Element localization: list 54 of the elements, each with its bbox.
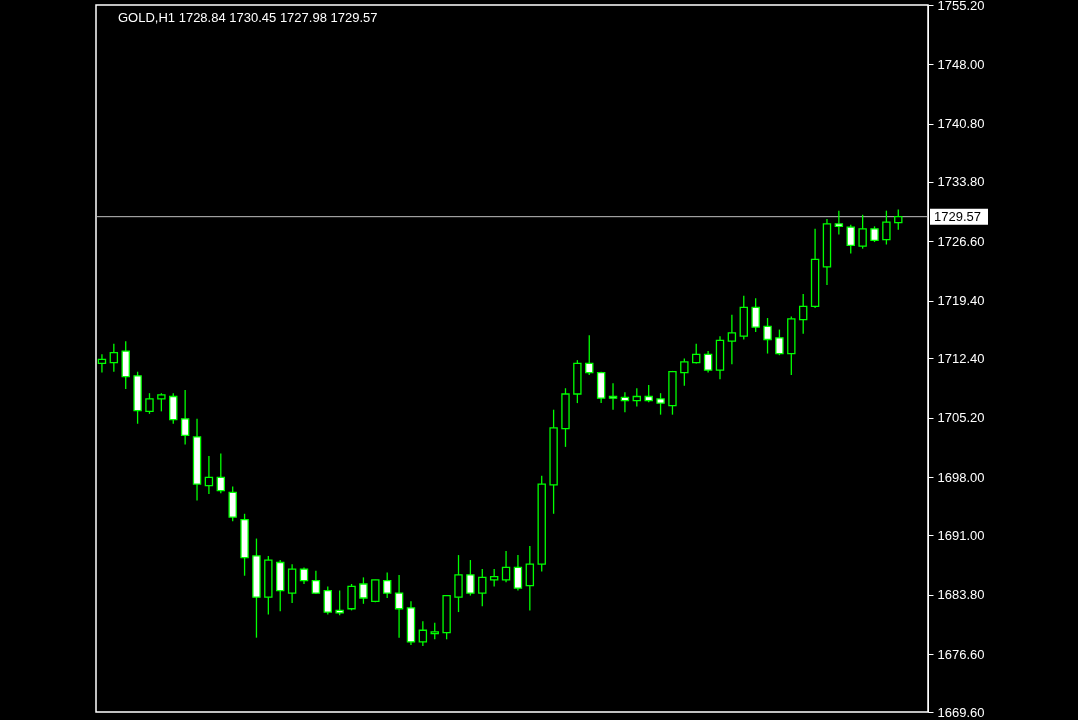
candlestick — [169, 392, 178, 425]
candlestick — [359, 576, 368, 605]
candlestick — [798, 293, 808, 335]
candlestick — [204, 455, 214, 495]
candlestick — [775, 328, 784, 356]
candlestick — [632, 387, 642, 408]
y-tick-label: 1676.60 — [937, 646, 985, 662]
candlestick — [157, 392, 166, 413]
candlestick — [703, 350, 713, 374]
candlestick — [109, 342, 119, 373]
y-tick-label: 1726.60 — [937, 233, 985, 249]
y-tick-label: 1719.40 — [937, 293, 985, 309]
candlestick — [97, 353, 107, 374]
candlestick — [216, 452, 226, 494]
candlestick — [347, 583, 356, 612]
candlestick — [846, 224, 855, 255]
candlestick — [466, 559, 475, 597]
candlestick — [513, 554, 523, 592]
candlestick — [501, 550, 511, 583]
candlestick — [656, 392, 665, 416]
candlestick — [608, 382, 618, 411]
y-tick-label: 1669.60 — [937, 704, 985, 720]
ref-line-label: 1729.57 — [934, 208, 981, 224]
candlestick — [311, 570, 321, 595]
candlestick — [323, 585, 332, 616]
candlestick — [335, 589, 344, 617]
candlestick — [394, 574, 404, 639]
candlestick — [145, 392, 154, 415]
candlestick — [834, 210, 844, 236]
candlestick — [478, 568, 487, 607]
candlestick — [585, 334, 594, 376]
candlestick — [680, 357, 689, 387]
candlestick — [751, 297, 760, 333]
candlestick — [894, 208, 903, 231]
y-tick-label: 1740.80 — [937, 116, 985, 132]
y-tick-label: 1698.00 — [937, 469, 985, 485]
y-tick-label: 1755.20 — [937, 0, 985, 13]
candlestick — [882, 210, 891, 246]
y-tick-label: 1712.40 — [937, 351, 985, 366]
y-tick-label: 1733.80 — [937, 174, 985, 190]
candlestick — [454, 554, 463, 613]
y-tick-label: 1748.00 — [937, 56, 985, 72]
y-tick-label: 1683.80 — [937, 587, 985, 603]
y-tick-label: 1691.00 — [937, 527, 985, 543]
candlestick — [858, 214, 867, 250]
candlestick — [763, 317, 772, 355]
candlestick — [727, 314, 737, 365]
candlestick — [418, 620, 428, 647]
y-tick-label: 1705.20 — [937, 410, 985, 426]
candlestick — [180, 389, 190, 446]
candlestick — [287, 563, 297, 604]
candlestick — [525, 545, 535, 612]
candlestick — [382, 571, 392, 599]
chart-title: GOLD,H1 1728.84 1730.45 1727.98 1729.57 — [118, 10, 378, 25]
